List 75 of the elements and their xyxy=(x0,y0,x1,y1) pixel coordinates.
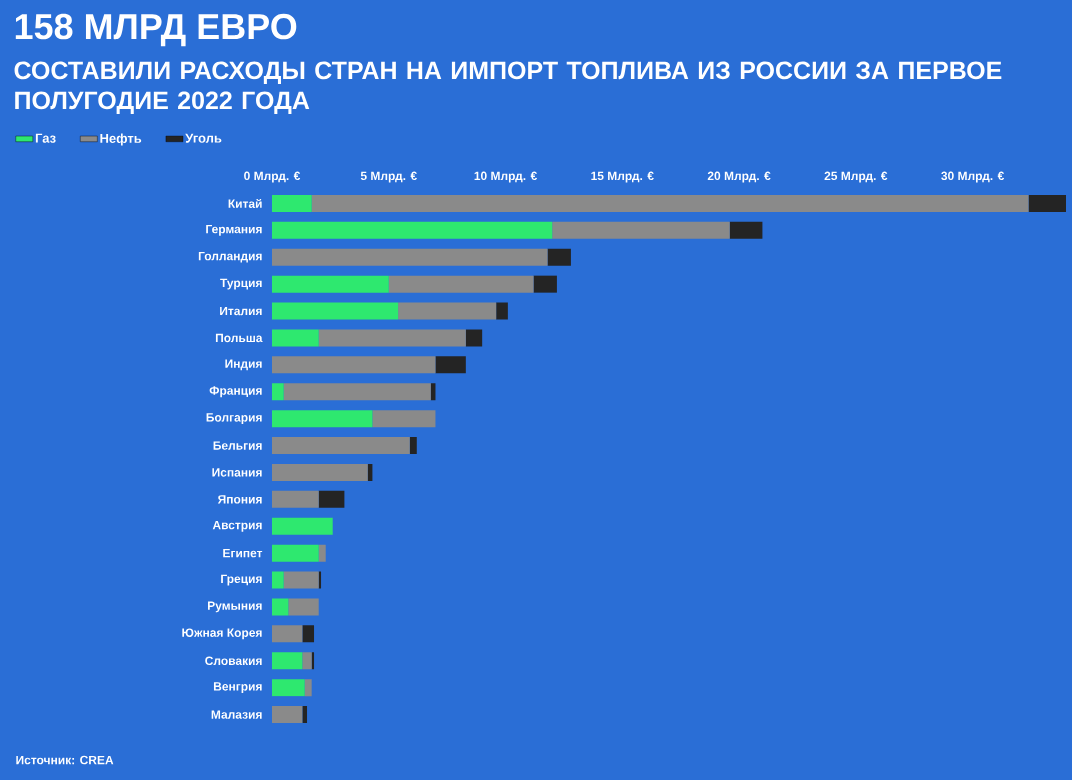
bar xyxy=(272,221,553,239)
bar xyxy=(272,652,303,670)
x-tick-label: 5 Млрд. € xyxy=(360,171,417,183)
bar xyxy=(283,571,319,589)
bar xyxy=(302,625,315,643)
x-tick-label: 10 Млрд. € xyxy=(474,171,538,183)
bar xyxy=(272,383,284,401)
bar xyxy=(1028,194,1066,212)
bar xyxy=(272,544,319,562)
bar xyxy=(388,275,534,293)
bar xyxy=(318,329,466,347)
y-tick-label: Индия xyxy=(225,359,262,371)
y-tick-label: Румыния xyxy=(207,601,262,613)
y-tick-label: Греция xyxy=(221,574,262,586)
y-tick-label: Венгрия xyxy=(213,682,262,694)
y-tick-label: Польша xyxy=(215,333,263,343)
x-tick-label: 30 Млрд. € xyxy=(941,171,1005,183)
bar xyxy=(311,194,1029,212)
bar xyxy=(729,221,763,239)
y-tick-label: Бельгия xyxy=(213,441,262,450)
y-tick-label: Франция xyxy=(209,386,262,398)
bar xyxy=(272,679,305,697)
bar xyxy=(272,248,548,266)
y-tick-label: Южная Корея xyxy=(182,628,262,640)
y-tick-label: Австрия xyxy=(212,520,262,532)
bar xyxy=(272,517,333,535)
bar xyxy=(435,356,466,374)
bar xyxy=(409,437,417,455)
y-tick-label: Турция xyxy=(220,278,262,290)
y-tick-label: Испания xyxy=(212,468,262,477)
chart-title: 158 МЛРД ЕВРО xyxy=(15,13,297,47)
y-tick-label: Болгария xyxy=(206,413,262,425)
bar xyxy=(547,248,571,266)
y-tick-label: Словакия xyxy=(205,656,262,665)
bar xyxy=(533,275,557,293)
y-tick-label: Германия xyxy=(206,224,262,236)
bar xyxy=(288,598,319,616)
bar xyxy=(272,194,312,212)
bar xyxy=(272,410,373,428)
bar xyxy=(318,490,345,508)
y-tick-label: Египет xyxy=(223,548,263,558)
bar xyxy=(552,221,730,239)
bar xyxy=(372,410,436,428)
text: Источник: CREA xyxy=(16,755,114,765)
x-tick-label: 0 Млрд. € xyxy=(244,171,301,183)
legend-label: Нефть xyxy=(100,133,142,146)
y-tick-label: Голландия xyxy=(198,251,262,263)
x-tick-label: 15 Млрд. € xyxy=(591,171,654,183)
bar xyxy=(272,356,436,374)
bar xyxy=(272,275,389,293)
legend-label: Газ xyxy=(35,133,56,143)
bar xyxy=(302,652,312,670)
y-tick-label: Япония xyxy=(217,495,262,504)
bar xyxy=(272,437,410,455)
bar xyxy=(496,302,508,320)
bar xyxy=(272,571,284,589)
y-tick-label: Малазия xyxy=(211,710,262,719)
bar xyxy=(272,706,303,724)
y-tick-label: Китай xyxy=(228,198,262,208)
bar xyxy=(272,329,319,347)
bar xyxy=(272,598,289,616)
bar xyxy=(272,490,319,508)
bar xyxy=(398,302,497,320)
bar xyxy=(283,383,431,401)
y-tick-label: Италия xyxy=(220,306,262,316)
x-tick-label: 25 Млрд. € xyxy=(824,171,888,183)
bar xyxy=(304,679,312,697)
bar xyxy=(272,463,368,481)
chart-subtitle: СОСТАВИЛИ РАСХОДЫ СТРАН НА ИМПОРТ ТОПЛИВА ИЗ РОССИИ ЗА ПЕРВОЕ ПОЛУГОДИЕ 2022 ГОДА xyxy=(14,61,1002,114)
bar xyxy=(272,302,399,320)
legend-label: Уголь xyxy=(185,133,222,143)
x-tick-label: 20 Млрд. € xyxy=(707,171,771,183)
bar xyxy=(465,329,483,347)
bar xyxy=(318,544,326,562)
bar xyxy=(272,625,303,643)
